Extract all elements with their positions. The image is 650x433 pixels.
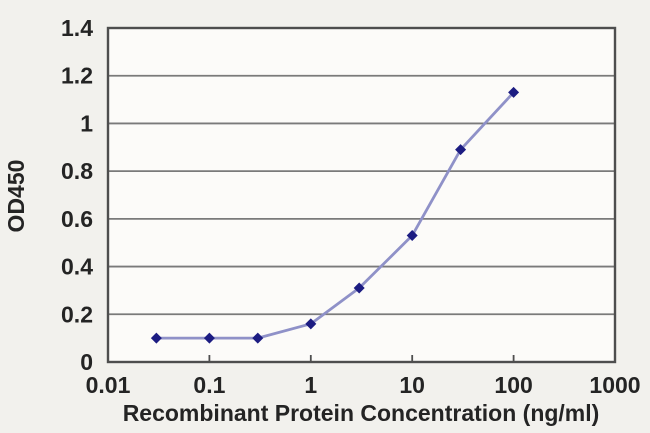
x-tick-label: 100: [494, 372, 532, 398]
plot-border: [106, 26, 617, 364]
y-tick-label: 1: [80, 110, 93, 136]
y-tick-label: 0.8: [61, 158, 93, 184]
y-tick-label: 0.4: [61, 254, 93, 280]
data-point-marker: [455, 144, 467, 156]
y-tick-label: 1.2: [61, 63, 93, 89]
data-series-line: [154, 91, 515, 340]
data-point-marker: [252, 332, 264, 344]
x-tick-label: 1: [304, 372, 317, 398]
data-point-marker: [406, 230, 418, 242]
x-tick-label: 0.01: [86, 372, 131, 398]
y-tick-label: 0.6: [61, 206, 93, 232]
y-axis-title: OD450: [3, 160, 29, 233]
data-point-marker: [150, 332, 162, 344]
y-tick-labels-group: 0 0.2 0.4 0.6 0.8 1 1.2 1.4: [61, 15, 93, 375]
y-tick-label: 0: [80, 349, 93, 375]
x-axis-title: Recombinant Protein Concentration (ng/ml…: [123, 400, 600, 426]
x-tick-label: 1000: [589, 372, 640, 398]
x-tick-labels-group: 0.01 0.1 1 10 100 1000: [86, 372, 641, 398]
data-point-marker: [203, 332, 215, 344]
y-tick-label: 1.4: [61, 15, 93, 41]
plot-area: [108, 28, 615, 362]
x-tick-label: 10: [399, 372, 425, 398]
data-point-marker: [305, 318, 317, 330]
data-point-marker: [508, 86, 520, 98]
y-tick-label: 0.2: [61, 301, 93, 327]
data-series-group: [150, 86, 520, 344]
gridlines-group: [108, 74, 615, 316]
x-tick-label: 0.1: [193, 372, 225, 398]
data-point-marker: [353, 282, 365, 294]
